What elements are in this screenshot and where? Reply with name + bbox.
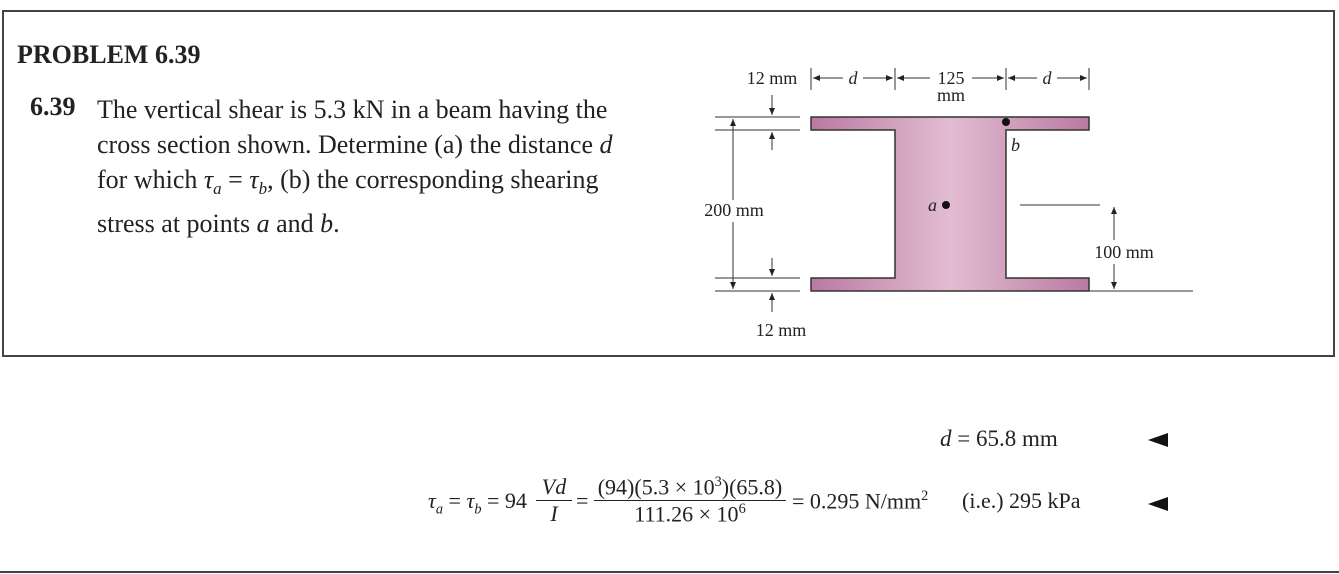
- text: a: [256, 209, 270, 239]
- dimension-lines: [715, 68, 1193, 312]
- problem-box: [2, 10, 1335, 357]
- text: =: [443, 488, 467, 513]
- fraction: (94)(5.3 × 103)(65.8) 111.26 × 106: [594, 474, 786, 528]
- text: d: [940, 426, 952, 451]
- text: cross section shown. Determine (a) the d…: [97, 130, 600, 159]
- text: =: [221, 165, 250, 194]
- point-a: [942, 201, 950, 209]
- dim-label: d: [1043, 68, 1053, 88]
- dim-label: d: [849, 68, 859, 88]
- dim-label: 12 mm: [747, 68, 798, 88]
- problem-title: PROBLEM 6.39: [17, 40, 201, 69]
- text: a: [435, 501, 444, 518]
- eq-result: = 0.295 N/mm2: [792, 488, 928, 514]
- text: b: [320, 209, 334, 239]
- text: The vertical shear is 5.3 kN in a beam h…: [97, 95, 608, 124]
- text: 3: [714, 474, 722, 490]
- text: b: [258, 179, 268, 199]
- text: 111.26 × 10: [634, 501, 739, 527]
- problem-number: 6.39: [30, 92, 76, 121]
- text: τ: [466, 488, 475, 513]
- beam-section: [810, 116, 1090, 292]
- rule: [0, 571, 1339, 573]
- text: τ: [203, 165, 214, 194]
- text: τ: [249, 165, 259, 194]
- fraction: Vd I: [536, 474, 572, 527]
- text: )(65.8): [721, 474, 783, 500]
- text: b: [474, 501, 482, 518]
- problem-text: The vertical shear is 5.3 kN in a beam h…: [97, 92, 613, 241]
- text: 6: [738, 501, 746, 518]
- point-label: a: [928, 195, 937, 215]
- answer-markers: [1148, 433, 1168, 511]
- text: τ: [428, 488, 436, 513]
- dim-label: 100 mm: [1094, 242, 1154, 262]
- text: = 94: [481, 488, 527, 513]
- text: 2: [921, 488, 929, 504]
- text: =: [576, 488, 589, 513]
- text: a: [213, 179, 222, 199]
- point-b: [1002, 118, 1010, 126]
- text: I: [550, 501, 558, 526]
- text: .: [333, 209, 340, 239]
- point-label: b: [1011, 135, 1020, 155]
- text: d: [599, 130, 613, 159]
- text: (i.e.) 295 kPa: [962, 488, 1081, 513]
- text: (94)(5.3 × 10: [597, 474, 715, 500]
- text: , (b) the corresponding shearing: [267, 165, 599, 194]
- dim-label: 125: [938, 68, 965, 88]
- text: = 65.8 mm: [951, 426, 1058, 451]
- text: for which: [97, 165, 204, 194]
- text: stress at points: [97, 209, 257, 239]
- text: Vd: [541, 474, 567, 499]
- dim-label: 12 mm: [756, 320, 807, 340]
- text: = 0.295 N/mm: [792, 488, 922, 514]
- eq-lhs: τa = τb = 94: [428, 488, 527, 518]
- dim-label: 200 mm: [704, 200, 764, 220]
- beam-figure: 12 mm d 125 mm d b 200 mm a 100 mm 12 mm: [704, 68, 1193, 340]
- answer-d: d = 65.8 mm: [940, 426, 1058, 452]
- dim-label: mm: [937, 85, 965, 105]
- text: and: [269, 209, 321, 239]
